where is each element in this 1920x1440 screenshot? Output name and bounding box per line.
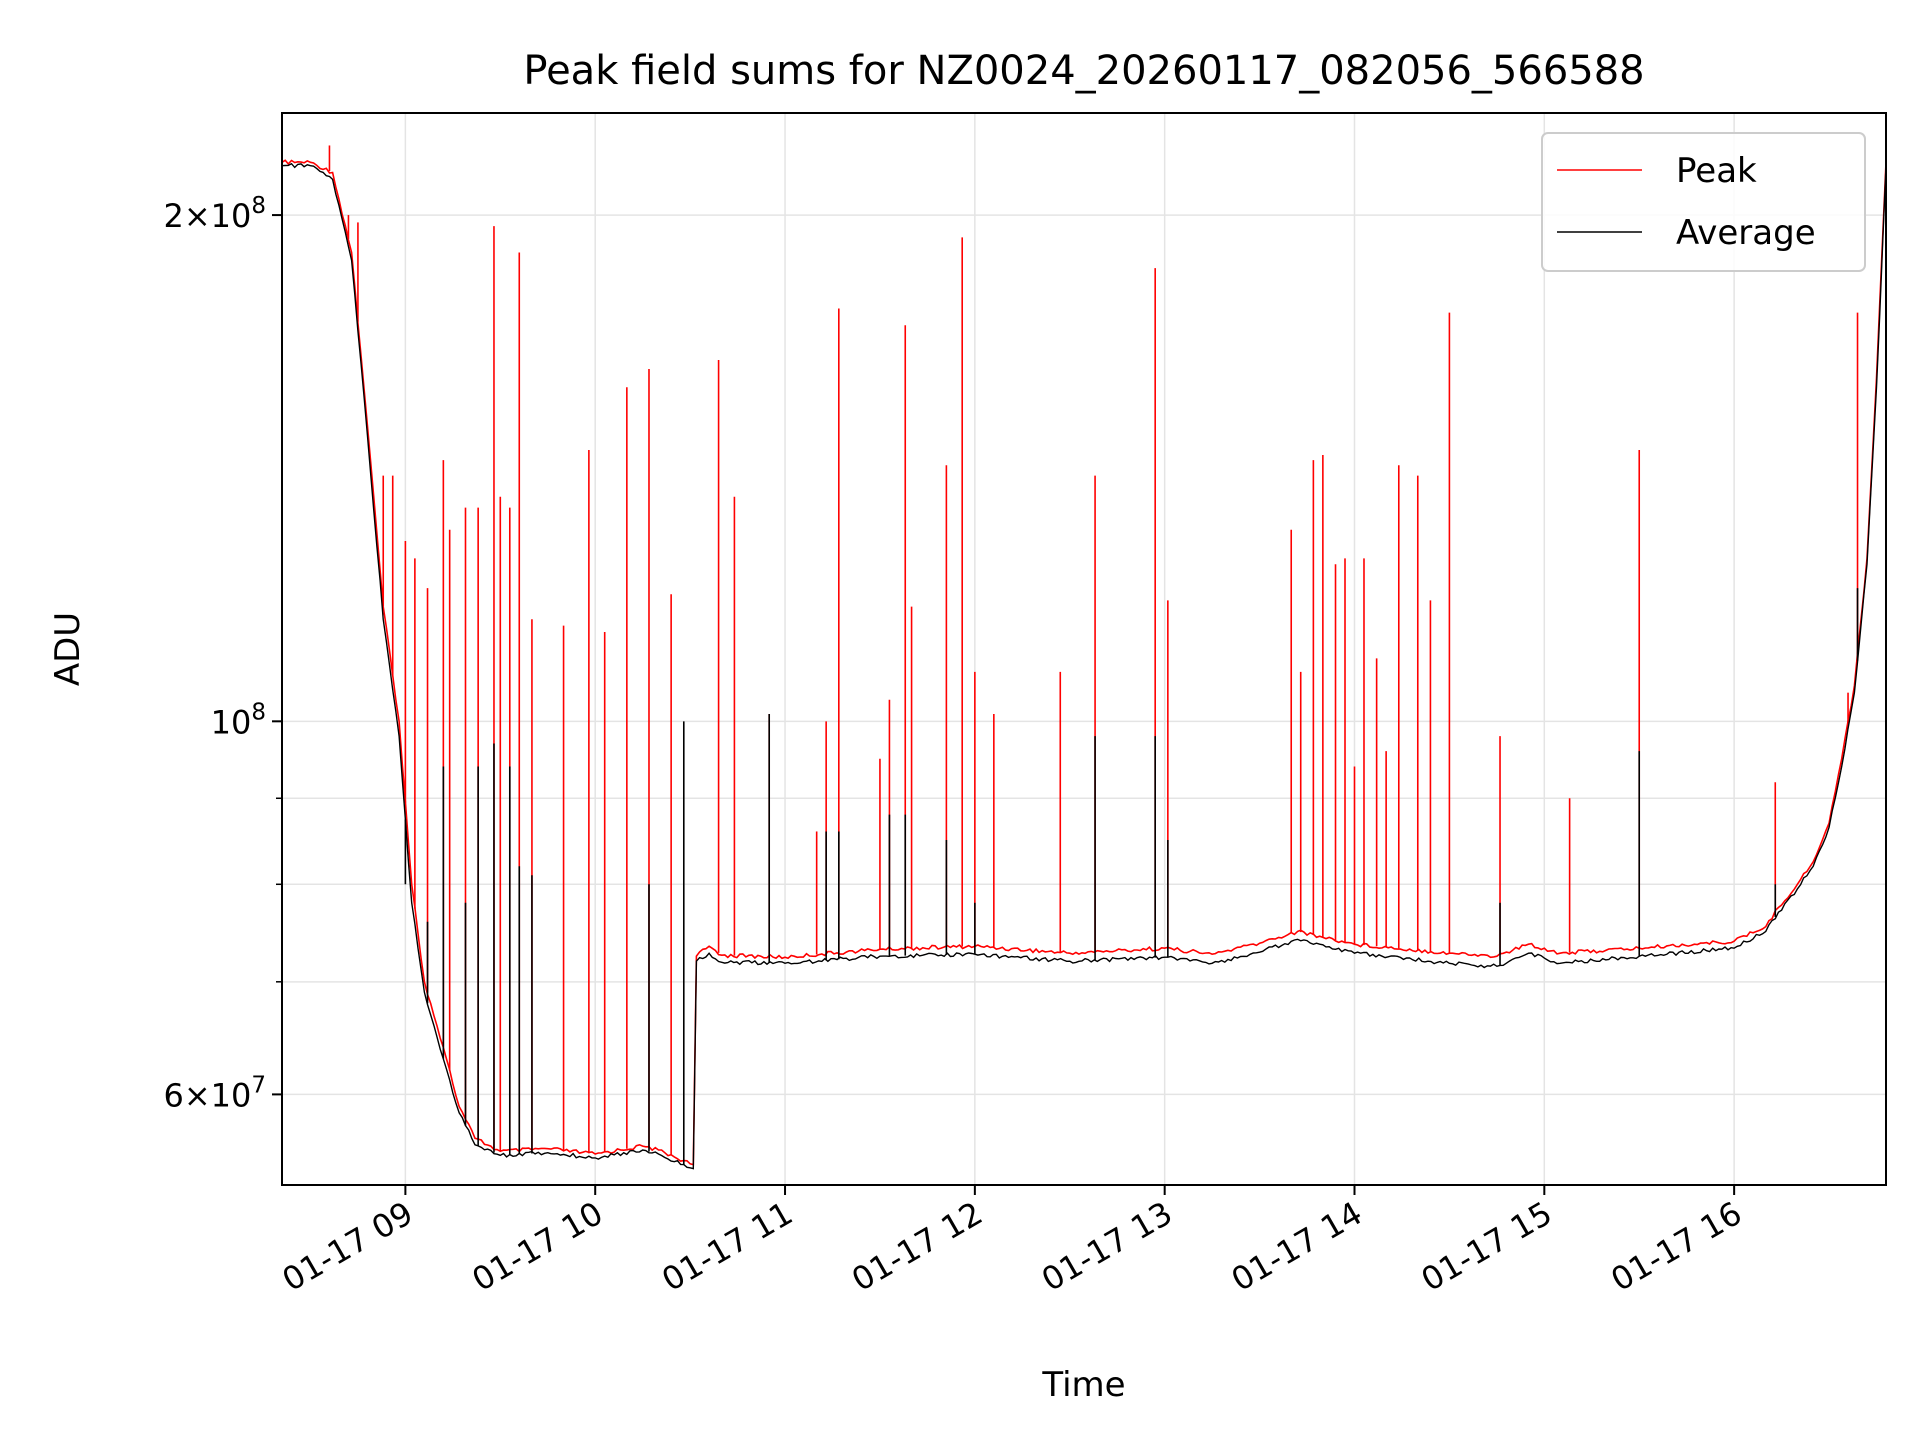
plot-series: [282, 145, 1886, 1170]
y-axis-label: ADU: [48, 612, 88, 686]
series-line-average: [282, 162, 1886, 1170]
legend: Peak Average: [1541, 132, 1866, 272]
plot-frame: [281, 112, 1887, 1186]
y-tick-label: 108: [211, 699, 266, 741]
y-tick-label: 6×107: [163, 1072, 266, 1114]
series-line-peak: [282, 159, 1886, 1166]
x-axis-label: Time: [1041, 1365, 1125, 1405]
y-axis: 2×108 108 6×107: [163, 193, 282, 1114]
y-tick-label: 2×108: [163, 193, 266, 235]
legend-box: [1541, 132, 1866, 272]
chart-title: Peak field sums for NZ0024_20260117_0820…: [523, 48, 1644, 94]
legend-label-peak: Peak: [1676, 151, 1757, 191]
legend-label-average: Average: [1676, 213, 1816, 253]
grid-lines: [282, 113, 1886, 1185]
